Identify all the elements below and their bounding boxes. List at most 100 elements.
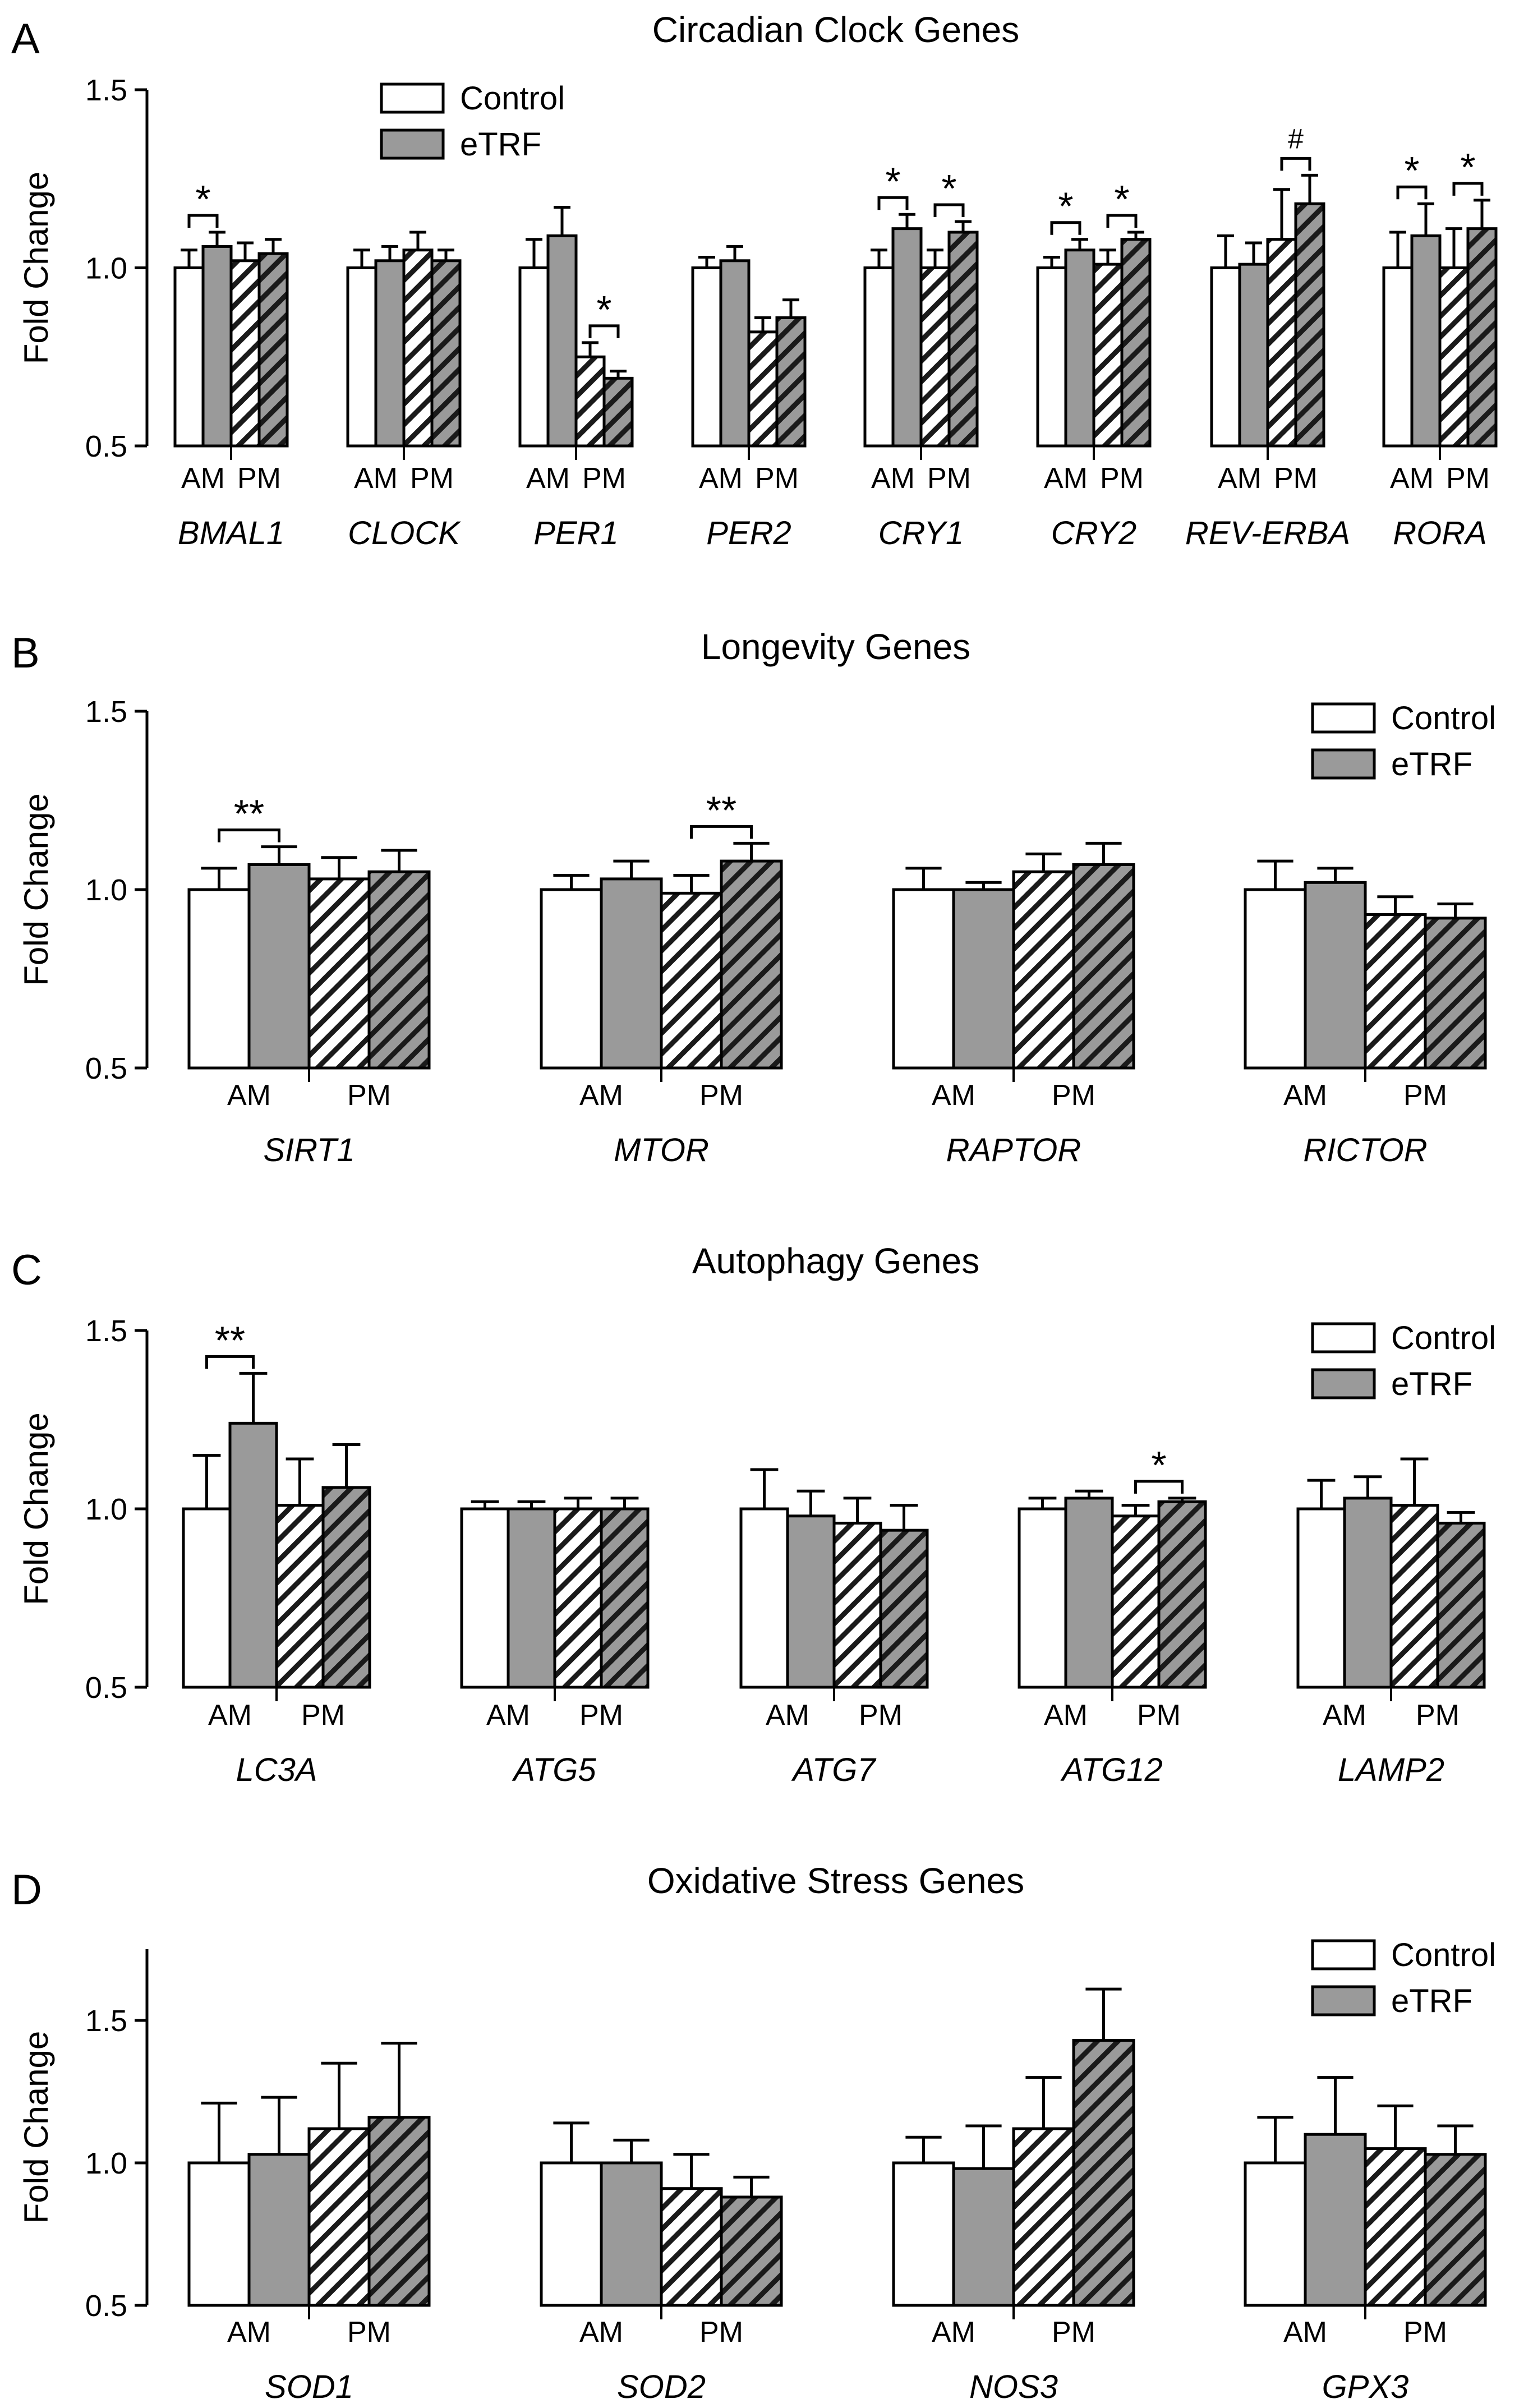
- pm-label: PM: [927, 462, 971, 495]
- bar-control-am: [1382, 266, 1414, 448]
- significance-bracket: [205, 1355, 255, 1369]
- am-label: AM: [526, 462, 570, 495]
- bar-etrf-am: [786, 1514, 836, 1689]
- significance-marker: *: [596, 288, 611, 331]
- bar-control-am: [540, 888, 603, 1070]
- gene-group-sod2: AM PM SOD2: [540, 2121, 783, 2405]
- bar-etrf-pm: [1294, 202, 1325, 448]
- gene-group-sod1: AM PM SOD1: [187, 2042, 431, 2405]
- legend: Control eTRF: [1311, 1320, 1496, 1402]
- bar-control-am: [691, 266, 722, 448]
- y-tick-label: 0.5: [85, 1671, 127, 1705]
- am-label: AM: [354, 462, 398, 495]
- bar-control-pm: [307, 2127, 371, 2307]
- y-axis-title: Fold Change: [17, 793, 55, 986]
- legend-swatch-control: [380, 82, 445, 114]
- significance-bracket: [1134, 1480, 1184, 1494]
- legend: Control eTRF: [1311, 1937, 1496, 2019]
- bar-etrf-pm: [947, 231, 979, 448]
- significance-marker: **: [234, 792, 264, 836]
- bar-etrf-am: [891, 227, 923, 448]
- bar-control-pm: [1012, 870, 1075, 1070]
- gene-group-cry1: AM PM CRY1 * *: [863, 159, 979, 551]
- pm-label: PM: [1052, 2316, 1095, 2349]
- pm-label: PM: [1274, 462, 1318, 495]
- y-tick-label: 1.5: [85, 1314, 127, 1348]
- bar-etrf-pm: [367, 870, 431, 1070]
- gene-label: RICTOR: [1303, 1132, 1427, 1168]
- bar-control-am: [1296, 1507, 1346, 1689]
- significance-bracket: [1106, 214, 1138, 228]
- gene-group-per1: AM PM PER1 *: [518, 206, 634, 551]
- legend-label-control: Control: [1391, 1320, 1496, 1356]
- significance-marker: *: [885, 159, 900, 203]
- y-tick-label: 1.0: [85, 252, 127, 286]
- bar-etrf-am: [546, 234, 578, 448]
- bar-control-am: [1018, 1507, 1067, 1689]
- bar-etrf-pm: [1072, 2039, 1135, 2307]
- bar-etrf-am: [1064, 248, 1095, 448]
- bar-etrf-am: [600, 877, 663, 1070]
- bar-control-am: [173, 266, 205, 448]
- bar-etrf-pm: [602, 376, 634, 448]
- significance-marker: *: [941, 167, 956, 210]
- bar-etrf-am: [1238, 263, 1269, 448]
- chart-title: Circadian Clock Genes: [652, 10, 1020, 50]
- gene-label: SOD2: [617, 2369, 706, 2405]
- gene-label: CRY2: [1051, 515, 1137, 551]
- am-label: AM: [181, 462, 225, 495]
- significance-bracket: [933, 203, 965, 217]
- bar-control-pm: [1092, 263, 1124, 448]
- bar-control-am: [739, 1507, 789, 1689]
- pm-label: PM: [582, 462, 626, 495]
- legend-label-etrf: eTRF: [1391, 1983, 1472, 2019]
- panel-letter: D: [11, 1866, 42, 1914]
- bar-control-am: [1244, 2161, 1307, 2307]
- gene-group-rora: AM PM RORA * *: [1382, 145, 1498, 551]
- pm-label: PM: [301, 1699, 345, 1732]
- gene-group-cry2: AM PM CRY2 * *: [1036, 177, 1152, 551]
- bar-control-pm: [1389, 1504, 1439, 1689]
- gene-group-mtor: AM PM MTOR **: [540, 788, 783, 1168]
- panel-letter: C: [11, 1246, 42, 1294]
- bar-etrf-am: [247, 2153, 311, 2307]
- bar-etrf-pm: [1072, 863, 1135, 1070]
- bar-control-pm: [660, 891, 723, 1070]
- bar-control-pm: [1012, 2127, 1075, 2307]
- gene-label: ATG12: [1060, 1752, 1162, 1788]
- bar-etrf-pm: [321, 1486, 371, 1689]
- bar-control-pm: [553, 1507, 603, 1689]
- bar-etrf-pm: [1120, 238, 1152, 448]
- am-label: AM: [932, 2316, 975, 2349]
- bar-etrf-am: [1410, 234, 1442, 448]
- pm-label: PM: [1100, 462, 1144, 495]
- pm-label: PM: [699, 1079, 743, 1112]
- gene-group-clock: AM PM CLOCK: [346, 231, 462, 551]
- y-tick-label: 1.5: [85, 695, 127, 729]
- significance-marker: *: [1058, 185, 1073, 228]
- bar-control-am: [346, 266, 378, 448]
- significance-bracket: [1280, 156, 1311, 171]
- significance-marker: *: [1404, 149, 1419, 192]
- legend-swatch-etrf: [1311, 748, 1376, 780]
- gene-group-atg7: AM PM ATG7: [739, 1468, 929, 1788]
- am-label: AM: [1283, 2316, 1327, 2349]
- am-label: AM: [1390, 462, 1434, 495]
- gene-group-rev-erba: AM PM REV-ERBA #: [1185, 123, 1350, 551]
- legend: Control eTRF: [1311, 700, 1496, 782]
- y-tick-label: 1.5: [85, 73, 127, 107]
- legend-swatch-control: [1311, 702, 1376, 734]
- legend-label-etrf: eTRF: [1391, 1366, 1472, 1402]
- gene-label: SOD1: [265, 2369, 353, 2405]
- legend-swatch-control: [1311, 1939, 1376, 1970]
- gene-label: ATG7: [791, 1752, 877, 1788]
- bar-etrf-am: [1304, 2133, 1367, 2307]
- am-label: AM: [1323, 1699, 1366, 1732]
- gene-group-bmal1: AM PM BMAL1 *: [173, 177, 289, 551]
- significance-bracket: [187, 214, 219, 228]
- pm-label: PM: [579, 1699, 623, 1732]
- gene-label: SIRT1: [263, 1132, 355, 1168]
- bar-control-am: [1210, 266, 1241, 448]
- significance-marker: #: [1288, 123, 1304, 154]
- pm-label: PM: [237, 462, 281, 495]
